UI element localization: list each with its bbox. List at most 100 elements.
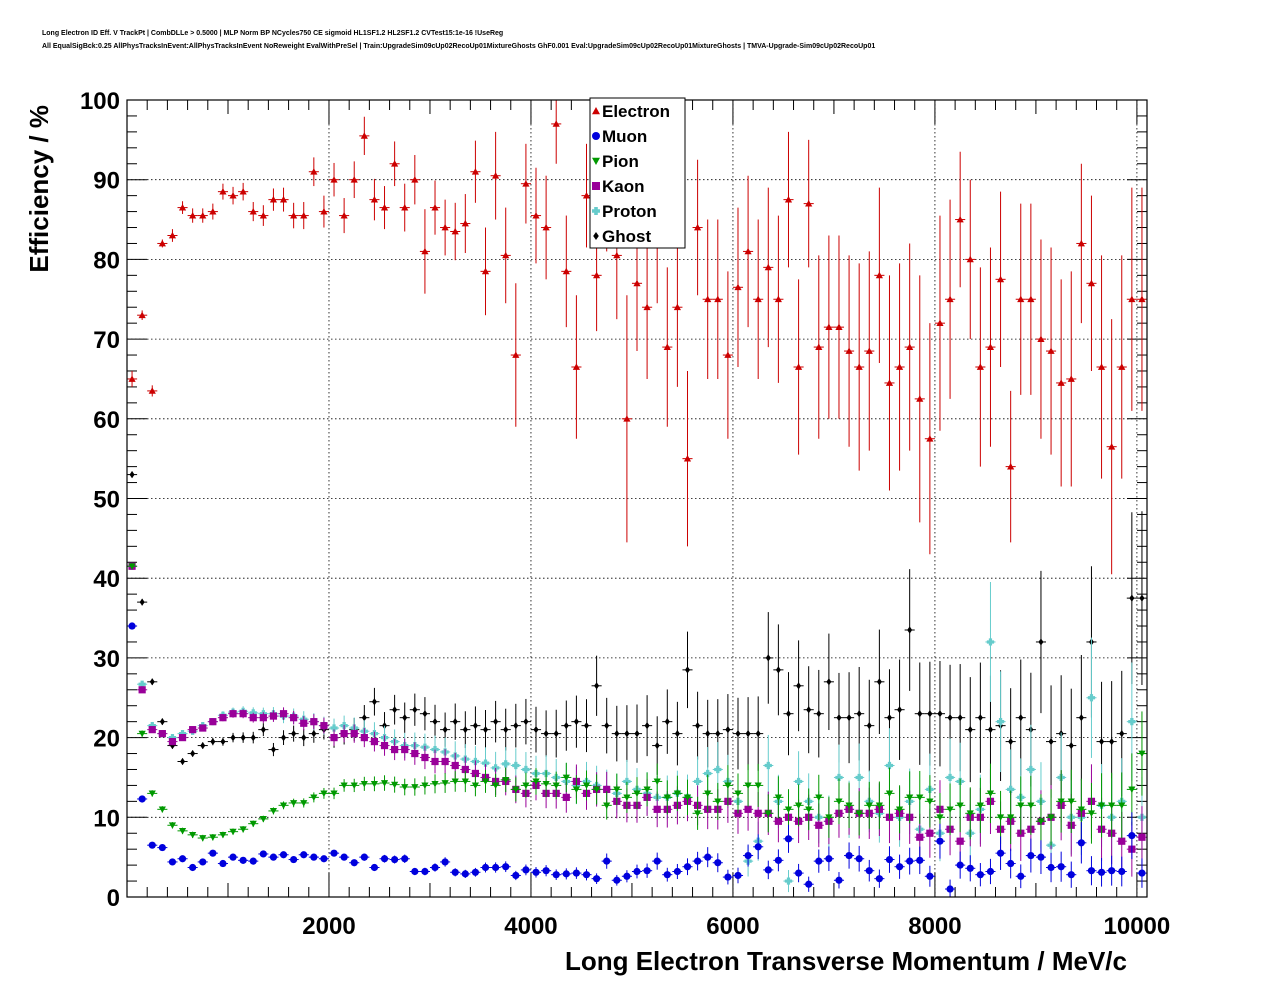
data-point: [451, 761, 459, 770]
legend-marker: [592, 182, 600, 190]
data-point: [330, 849, 338, 857]
data-point: [734, 790, 742, 797]
data-point: [1037, 853, 1045, 861]
data-point: [846, 714, 852, 722]
data-point: [1047, 863, 1055, 872]
data-point: [735, 730, 741, 738]
data-point: [168, 737, 177, 746]
data-point: [714, 859, 722, 867]
data-point: [432, 718, 438, 726]
data-point: [885, 855, 894, 864]
data-point: [502, 863, 510, 871]
data-point: [744, 782, 752, 790]
data-point: [229, 828, 237, 836]
data-point: [310, 794, 318, 801]
data-point: [826, 678, 832, 686]
data-point: [522, 866, 530, 874]
data-point: [148, 387, 156, 394]
legend-label: Proton: [602, 202, 657, 221]
data-point: [431, 203, 439, 211]
data-point: [260, 726, 266, 734]
data-point: [431, 780, 439, 788]
data-point: [523, 718, 529, 726]
data-point: [1087, 279, 1096, 287]
data-point: [178, 203, 187, 211]
data-point: [1087, 867, 1096, 875]
data-point: [269, 712, 278, 720]
data-point: [481, 863, 490, 872]
data-point: [229, 710, 237, 718]
data-point: [481, 778, 490, 786]
data-point: [907, 626, 913, 634]
data-point: [330, 790, 338, 797]
data-point: [411, 176, 419, 183]
data-point: [754, 809, 762, 817]
data-point: [825, 323, 833, 331]
data-point: [956, 802, 964, 809]
data-point: [774, 794, 782, 801]
data-point: [148, 790, 156, 797]
data-point: [259, 211, 267, 219]
legend-item-kaon: Kaon: [592, 177, 645, 196]
legend-box: [589, 97, 686, 249]
data-point: [229, 853, 237, 861]
data-point: [189, 211, 197, 219]
data-point: [947, 714, 953, 722]
data-point: [572, 869, 581, 877]
data-point: [1128, 786, 1136, 794]
data-point: [1138, 295, 1146, 303]
data-point: [643, 786, 651, 794]
data-point: [402, 714, 408, 722]
data-point: [239, 188, 247, 195]
y-tick-label: 10: [93, 805, 120, 832]
data-point: [1017, 872, 1025, 880]
data-point: [543, 730, 549, 738]
data-points: [127, 100, 1147, 897]
data-point: [522, 782, 530, 790]
data-point: [996, 275, 1005, 283]
data-point: [1007, 785, 1015, 794]
data-point: [634, 730, 640, 738]
data-point: [481, 267, 490, 275]
data-point: [340, 853, 348, 861]
data-point: [148, 841, 156, 849]
y-tick-label: 20: [93, 726, 120, 753]
data-point: [684, 666, 691, 674]
data-point: [168, 822, 177, 829]
data-point: [451, 868, 459, 876]
data-point: [401, 203, 409, 211]
data-point: [542, 780, 550, 788]
data-point: [199, 858, 207, 866]
data-point: [391, 745, 399, 754]
data-point: [471, 868, 480, 876]
data-point: [754, 782, 762, 790]
data-point: [704, 295, 712, 303]
data-point: [370, 863, 379, 872]
data-point: [966, 864, 974, 872]
data-point: [926, 435, 934, 442]
data-point: [411, 749, 419, 758]
data-point: [673, 790, 681, 797]
data-point: [168, 231, 177, 239]
data-point: [301, 734, 307, 742]
data-point: [582, 192, 591, 199]
data-point: [1109, 737, 1115, 746]
data-point: [158, 843, 166, 852]
data-point: [936, 319, 944, 327]
data-point: [1097, 868, 1106, 876]
data-point: [452, 718, 458, 726]
data-point: [219, 859, 227, 868]
data-point: [895, 806, 904, 813]
data-point: [422, 710, 428, 718]
data-point: [482, 726, 489, 734]
data-point: [310, 718, 318, 726]
data-point: [330, 176, 338, 183]
data-point: [259, 714, 267, 722]
data-point: [937, 710, 943, 718]
data-point: [340, 730, 348, 738]
data-point: [1038, 638, 1044, 646]
data-point: [493, 718, 499, 726]
data-point: [330, 724, 338, 732]
data-point: [431, 863, 439, 872]
